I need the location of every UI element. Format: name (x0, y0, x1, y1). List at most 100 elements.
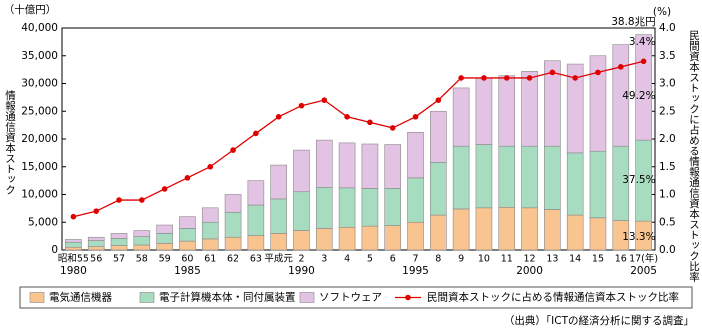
x-tick-label: 4 (344, 254, 350, 265)
legend-swatch (29, 292, 45, 303)
bar-segment (384, 225, 402, 251)
x-tick-label: 59 (159, 254, 171, 265)
ratio-point (549, 69, 556, 76)
y-tick-label: 20,000 (21, 133, 58, 145)
ratio-point (275, 114, 282, 120)
bar-segment (521, 70, 538, 147)
bar-segment (156, 224, 173, 234)
bar-segment (407, 132, 424, 179)
x-tick-label: 57 (113, 254, 125, 265)
bar-segment (566, 152, 584, 216)
x-tick-label: 10 (478, 254, 490, 265)
x-tick-label: 2 (298, 254, 304, 265)
x-tick-label: 14 (569, 254, 581, 265)
bar-segment (407, 221, 424, 251)
bar-segment (133, 244, 151, 251)
x-tick-label: 62 (227, 254, 239, 265)
bar-segment (475, 207, 493, 251)
y-tick-label: 5,000 (28, 216, 58, 228)
bar-segment (566, 214, 584, 251)
bar-segment (270, 164, 287, 200)
y2-tick-label: 2.5 (659, 105, 676, 117)
x-tick-label: 5 (367, 254, 373, 265)
bar-segment (361, 143, 379, 189)
bar-segment (635, 34, 652, 141)
y2-tick-label: 3.0 (659, 78, 676, 90)
annotation: 49.2% (622, 90, 655, 102)
annotation: 38.8兆円 (611, 16, 655, 28)
bar-segment (224, 236, 242, 251)
bar-segment (133, 230, 151, 237)
bar-segment (179, 240, 196, 251)
y2-tick-label: 0.5 (659, 216, 676, 228)
bar-segment (65, 246, 82, 251)
ratio-point (207, 163, 214, 170)
y2-unit: (%) (653, 6, 671, 18)
y-tick-label: 30,000 (21, 78, 58, 90)
bar-segment (589, 150, 607, 219)
bar-segment (247, 235, 265, 251)
ratio-line (73, 60, 644, 218)
bar-segment (224, 194, 242, 213)
bar-segment (87, 236, 105, 241)
bar-segment (293, 230, 310, 251)
source: （出典）「ICTの経済分析に関する調査」 (504, 314, 694, 327)
y-tick-label: 0 (51, 244, 58, 256)
bar-segment (498, 75, 516, 147)
bar-segment (247, 180, 265, 206)
y-tick-label: 15,000 (21, 161, 58, 173)
bar-segment (407, 177, 424, 223)
y2-tick-label: 2.0 (659, 133, 676, 145)
y-unit: （十億円） (4, 3, 57, 16)
bar-segment (452, 208, 470, 251)
x-year-label: 1990 (288, 265, 315, 277)
x-year-label: 1985 (174, 265, 201, 277)
bar-segment (475, 77, 493, 145)
x-tick-label: 16 (615, 254, 627, 265)
y2-axis-title: 民間資本ストックに占める情報通信資本ストック比率 (688, 30, 700, 283)
bar-segment (156, 233, 173, 244)
y2-tick-label: 1.0 (659, 189, 676, 201)
bar-segment (179, 216, 196, 229)
x-tick-label: 13 (546, 254, 558, 265)
ratio-point (230, 147, 236, 153)
bar-segment (544, 209, 561, 251)
x-year-label: 2000 (516, 265, 543, 277)
y2-tick-label: 1.5 (659, 161, 676, 173)
legend-label: 電気通信機器 (49, 291, 112, 304)
bar-segment (315, 186, 333, 229)
bar-segment (498, 145, 516, 208)
bar-segment (521, 207, 538, 251)
bar-segment (201, 221, 219, 240)
plot-frame (61, 27, 656, 251)
bar-segment (110, 238, 128, 246)
ratio-point (93, 208, 100, 214)
legend-swatch (299, 292, 315, 303)
y2-tick-label: 0.0 (659, 244, 676, 256)
x-tick-label: 58 (136, 254, 148, 265)
bar-segment (521, 145, 538, 209)
x-tick-label: 3 (321, 254, 327, 265)
x-tick-label: 7 (412, 254, 418, 265)
ratio-point (253, 130, 259, 137)
bar-segment (224, 211, 242, 238)
y2-tick-label: 3.5 (659, 50, 676, 62)
ratio-point (412, 114, 419, 120)
ratio-point (458, 75, 464, 81)
ratio-point (481, 75, 487, 81)
bar-segment (315, 228, 333, 251)
bar-segment (201, 238, 219, 251)
bar-segment (452, 87, 470, 147)
ratio-point (116, 197, 122, 203)
bar-segment (430, 110, 447, 163)
ratio-point (298, 102, 305, 109)
y-tick-label: 10,000 (21, 189, 58, 201)
bar-segment (293, 149, 310, 193)
ratio-point (435, 97, 442, 103)
ratio-point (344, 114, 350, 120)
x-year-label: 1980 (60, 265, 87, 277)
y-tick-label: 25,000 (21, 105, 58, 117)
annotation: 37.5% (622, 174, 655, 186)
bar-segment (384, 188, 402, 226)
